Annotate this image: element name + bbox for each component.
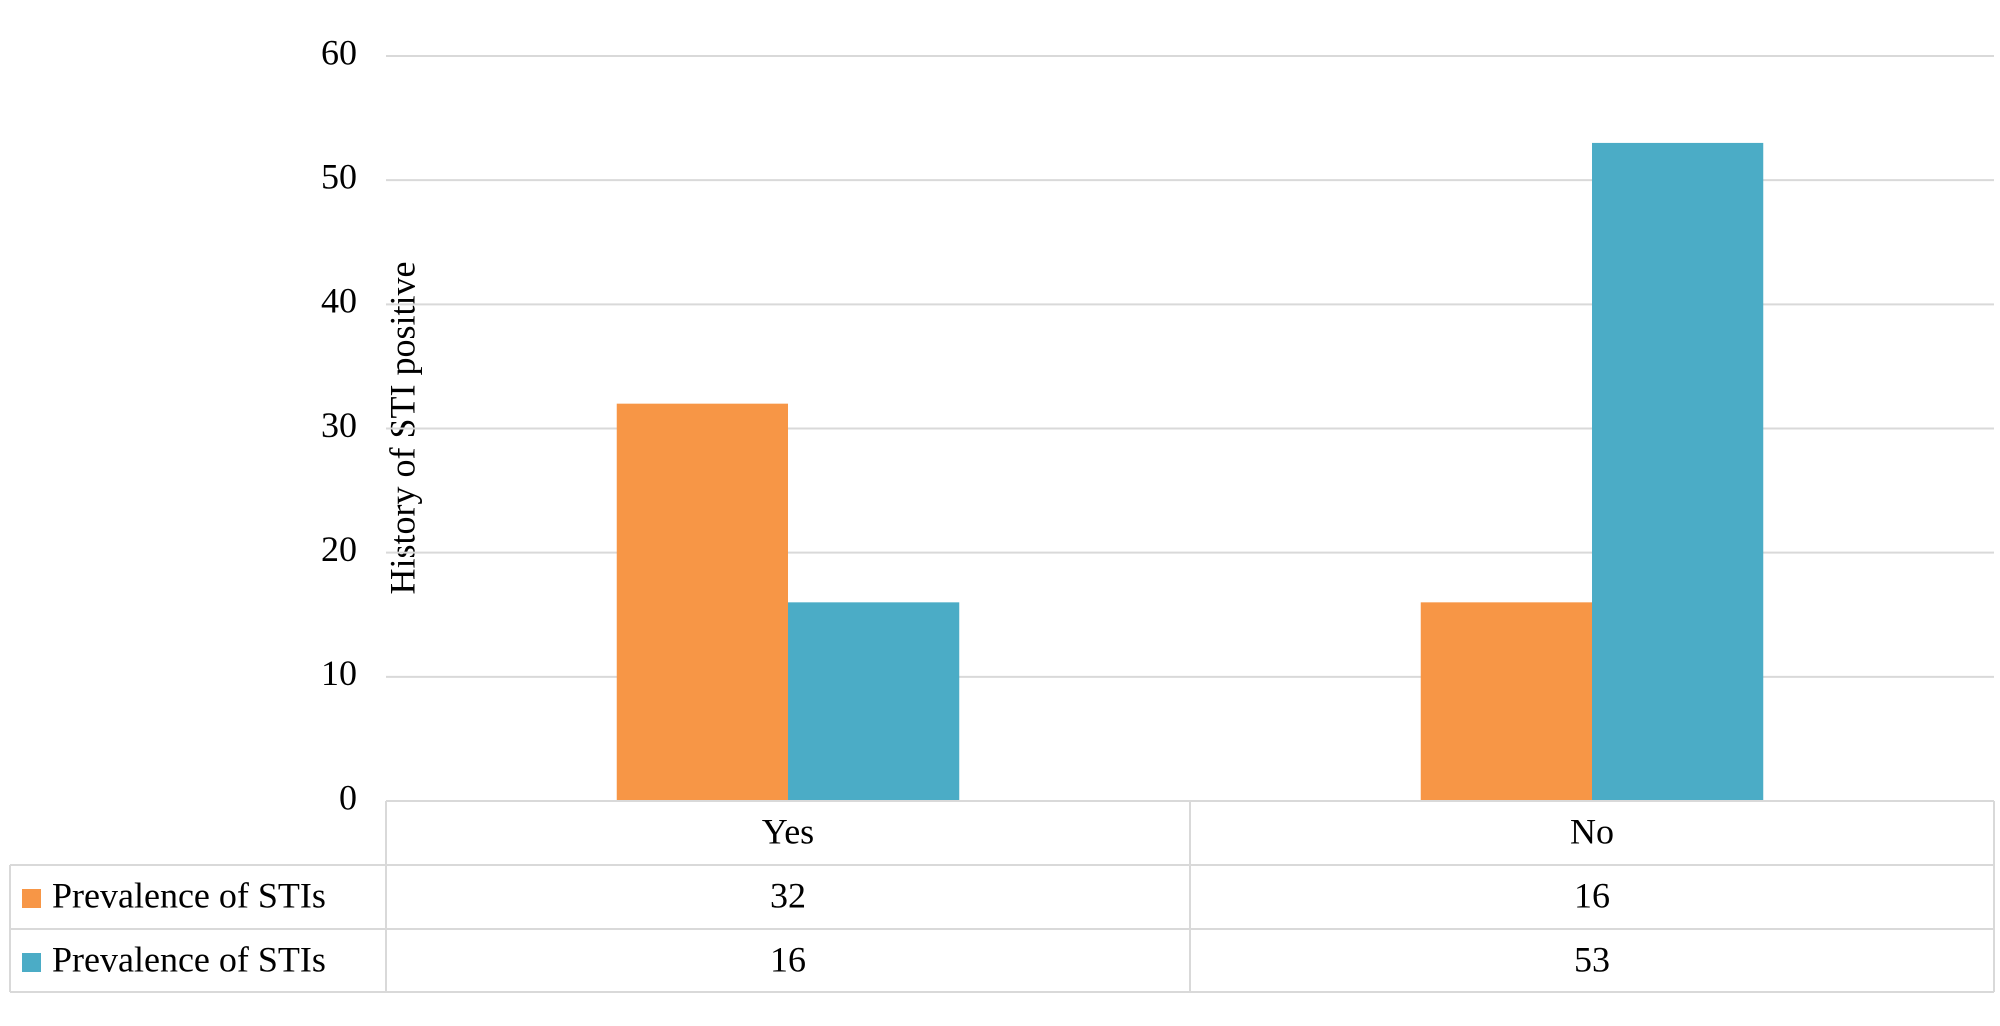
table-value: 32 bbox=[770, 875, 806, 915]
bar bbox=[1592, 142, 1764, 801]
legend-swatch bbox=[22, 953, 41, 972]
x-tick-label: No bbox=[1570, 811, 1614, 851]
table-value: 53 bbox=[1574, 939, 1610, 979]
y-tick-label: 60 bbox=[321, 32, 357, 72]
legend-swatch bbox=[22, 889, 41, 908]
bar bbox=[616, 403, 788, 801]
legend-label: Prevalence of STIs bbox=[52, 875, 326, 915]
y-tick-label: 0 bbox=[339, 777, 357, 817]
bar bbox=[1420, 602, 1592, 801]
legend-label: Prevalence of STIs bbox=[52, 939, 326, 979]
y-tick-label: 40 bbox=[321, 281, 357, 321]
table-value: 16 bbox=[1574, 875, 1610, 915]
y-tick-label: 50 bbox=[321, 156, 357, 196]
bar bbox=[788, 602, 960, 801]
table-value: 16 bbox=[770, 939, 806, 979]
y-tick-label: 30 bbox=[321, 405, 357, 445]
y-tick-label: 20 bbox=[321, 529, 357, 569]
y-tick-label: 10 bbox=[321, 653, 357, 693]
x-tick-label: Yes bbox=[762, 811, 814, 851]
